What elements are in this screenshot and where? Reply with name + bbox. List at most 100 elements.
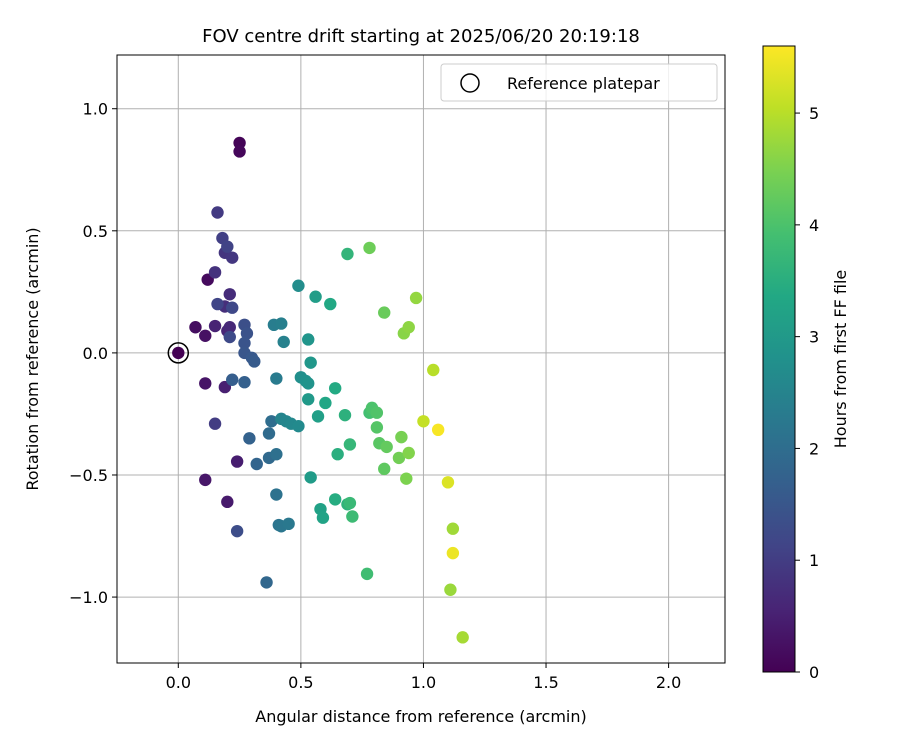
scatter-point bbox=[223, 321, 236, 334]
scatter-point bbox=[270, 372, 283, 385]
scatter-point bbox=[226, 373, 239, 386]
scatter-points bbox=[172, 136, 469, 644]
scatter-point bbox=[363, 241, 376, 255]
scatter-point bbox=[444, 583, 457, 596]
y-tick-label: 0.5 bbox=[83, 222, 108, 241]
scatter-point bbox=[262, 427, 276, 440]
scatter-point bbox=[343, 496, 357, 510]
colorbar-gradient bbox=[762, 45, 796, 673]
scatter-point bbox=[230, 524, 244, 538]
scatter-point bbox=[409, 291, 423, 305]
colorbar-tick-label: 1 bbox=[809, 551, 819, 570]
scatter-point bbox=[270, 448, 283, 461]
scatter-point bbox=[208, 266, 222, 279]
grid bbox=[117, 55, 725, 663]
x-axis-label: Angular distance from reference (arcmin) bbox=[255, 707, 586, 726]
scatter-point bbox=[378, 462, 391, 476]
scatter-point bbox=[380, 440, 393, 454]
scatter-point bbox=[199, 473, 212, 487]
y-axis-label: Rotation from reference (arcmin) bbox=[23, 227, 42, 490]
colorbar-label: Hours from first FF file bbox=[831, 270, 850, 449]
scatter-point bbox=[378, 306, 391, 319]
scatter-point bbox=[427, 363, 440, 377]
scatter-point bbox=[248, 355, 261, 368]
reference-platepar-marker bbox=[167, 342, 190, 364]
x-tick-label: 1.0 bbox=[411, 673, 436, 692]
scatter-point bbox=[250, 457, 263, 471]
scatter-point bbox=[324, 297, 337, 311]
scatter-point bbox=[240, 327, 254, 340]
y-axis-ticks: −1.0 −0.5 0.0 0.5 1.0 bbox=[69, 100, 117, 607]
x-tick-label: 2.0 bbox=[656, 673, 681, 692]
scatter-point bbox=[341, 247, 354, 261]
scatter-point bbox=[302, 377, 315, 390]
scatter-point bbox=[446, 546, 460, 560]
scatter-point bbox=[309, 290, 322, 303]
scatter-point bbox=[360, 567, 374, 581]
scatter-point bbox=[223, 288, 236, 301]
scatter-point bbox=[277, 335, 290, 349]
legend-marker-reference bbox=[460, 73, 480, 93]
scatter-point bbox=[208, 319, 222, 333]
reference-marker-layer bbox=[167, 342, 190, 364]
scatter-point bbox=[211, 206, 224, 219]
scatter-point bbox=[370, 421, 384, 434]
scatter-point bbox=[311, 410, 325, 423]
scatter-point bbox=[230, 455, 244, 468]
scatter-point bbox=[292, 279, 305, 292]
x-tick-label: 1.5 bbox=[533, 673, 558, 692]
colorbar-tick-label: 3 bbox=[809, 328, 819, 347]
scatter-point bbox=[402, 321, 415, 334]
scatter-point bbox=[316, 511, 330, 524]
colorbar-tick-label: 0 bbox=[809, 663, 819, 682]
scatter-point bbox=[302, 333, 315, 346]
scatter-point bbox=[260, 576, 273, 589]
scatter-point bbox=[282, 517, 295, 531]
scatter-point bbox=[275, 317, 288, 330]
legend: Reference platepar bbox=[440, 63, 718, 102]
scatter-point bbox=[328, 493, 342, 506]
y-tick-label: −0.5 bbox=[69, 466, 108, 485]
scatter-point bbox=[319, 396, 332, 410]
scatter-point bbox=[233, 145, 246, 158]
plot-frame bbox=[116, 54, 726, 664]
x-axis-ticks: 0.0 0.5 1.0 1.5 2.0 bbox=[166, 663, 681, 692]
scatter-point bbox=[346, 510, 359, 523]
scatter-point bbox=[395, 430, 408, 444]
colorbar-tick-label: 5 bbox=[809, 104, 819, 123]
legend-box bbox=[440, 63, 718, 102]
scatter-point bbox=[331, 448, 344, 461]
scatter-point bbox=[343, 438, 357, 451]
scatter-point bbox=[402, 446, 415, 460]
scatter-point bbox=[208, 417, 222, 430]
x-tick-label: 0.0 bbox=[166, 673, 191, 692]
y-tick-label: −1.0 bbox=[69, 588, 108, 607]
scatter-point bbox=[456, 631, 469, 644]
x-tick-label: 0.5 bbox=[288, 673, 313, 692]
chart-title: FOV centre drift starting at 2025/06/20 … bbox=[202, 26, 640, 47]
scatter-point bbox=[233, 136, 246, 150]
scatter-point bbox=[226, 251, 239, 264]
scatter-point bbox=[270, 488, 283, 501]
scatter-point bbox=[304, 471, 317, 484]
colorbar-tick-label: 2 bbox=[809, 439, 819, 458]
scatter-point bbox=[431, 423, 445, 437]
colorbar-ticks: 0 1 2 3 4 5 bbox=[795, 104, 819, 682]
scatter-point bbox=[304, 356, 317, 369]
scatter-point bbox=[189, 321, 202, 334]
scatter-point bbox=[328, 382, 342, 395]
scatter-point bbox=[338, 408, 352, 422]
scatter-point bbox=[243, 432, 256, 445]
scatter-point bbox=[172, 346, 185, 360]
scatter-point bbox=[226, 301, 239, 314]
scatter-point bbox=[417, 415, 430, 428]
scatter-point bbox=[446, 522, 460, 535]
scatter-point bbox=[221, 240, 234, 253]
scatter-point bbox=[441, 476, 455, 489]
scatter-point bbox=[400, 472, 413, 485]
scatter-point bbox=[211, 297, 224, 311]
y-tick-label: 1.0 bbox=[83, 100, 108, 119]
scatter-point bbox=[223, 330, 236, 344]
scatter-point bbox=[238, 375, 251, 389]
